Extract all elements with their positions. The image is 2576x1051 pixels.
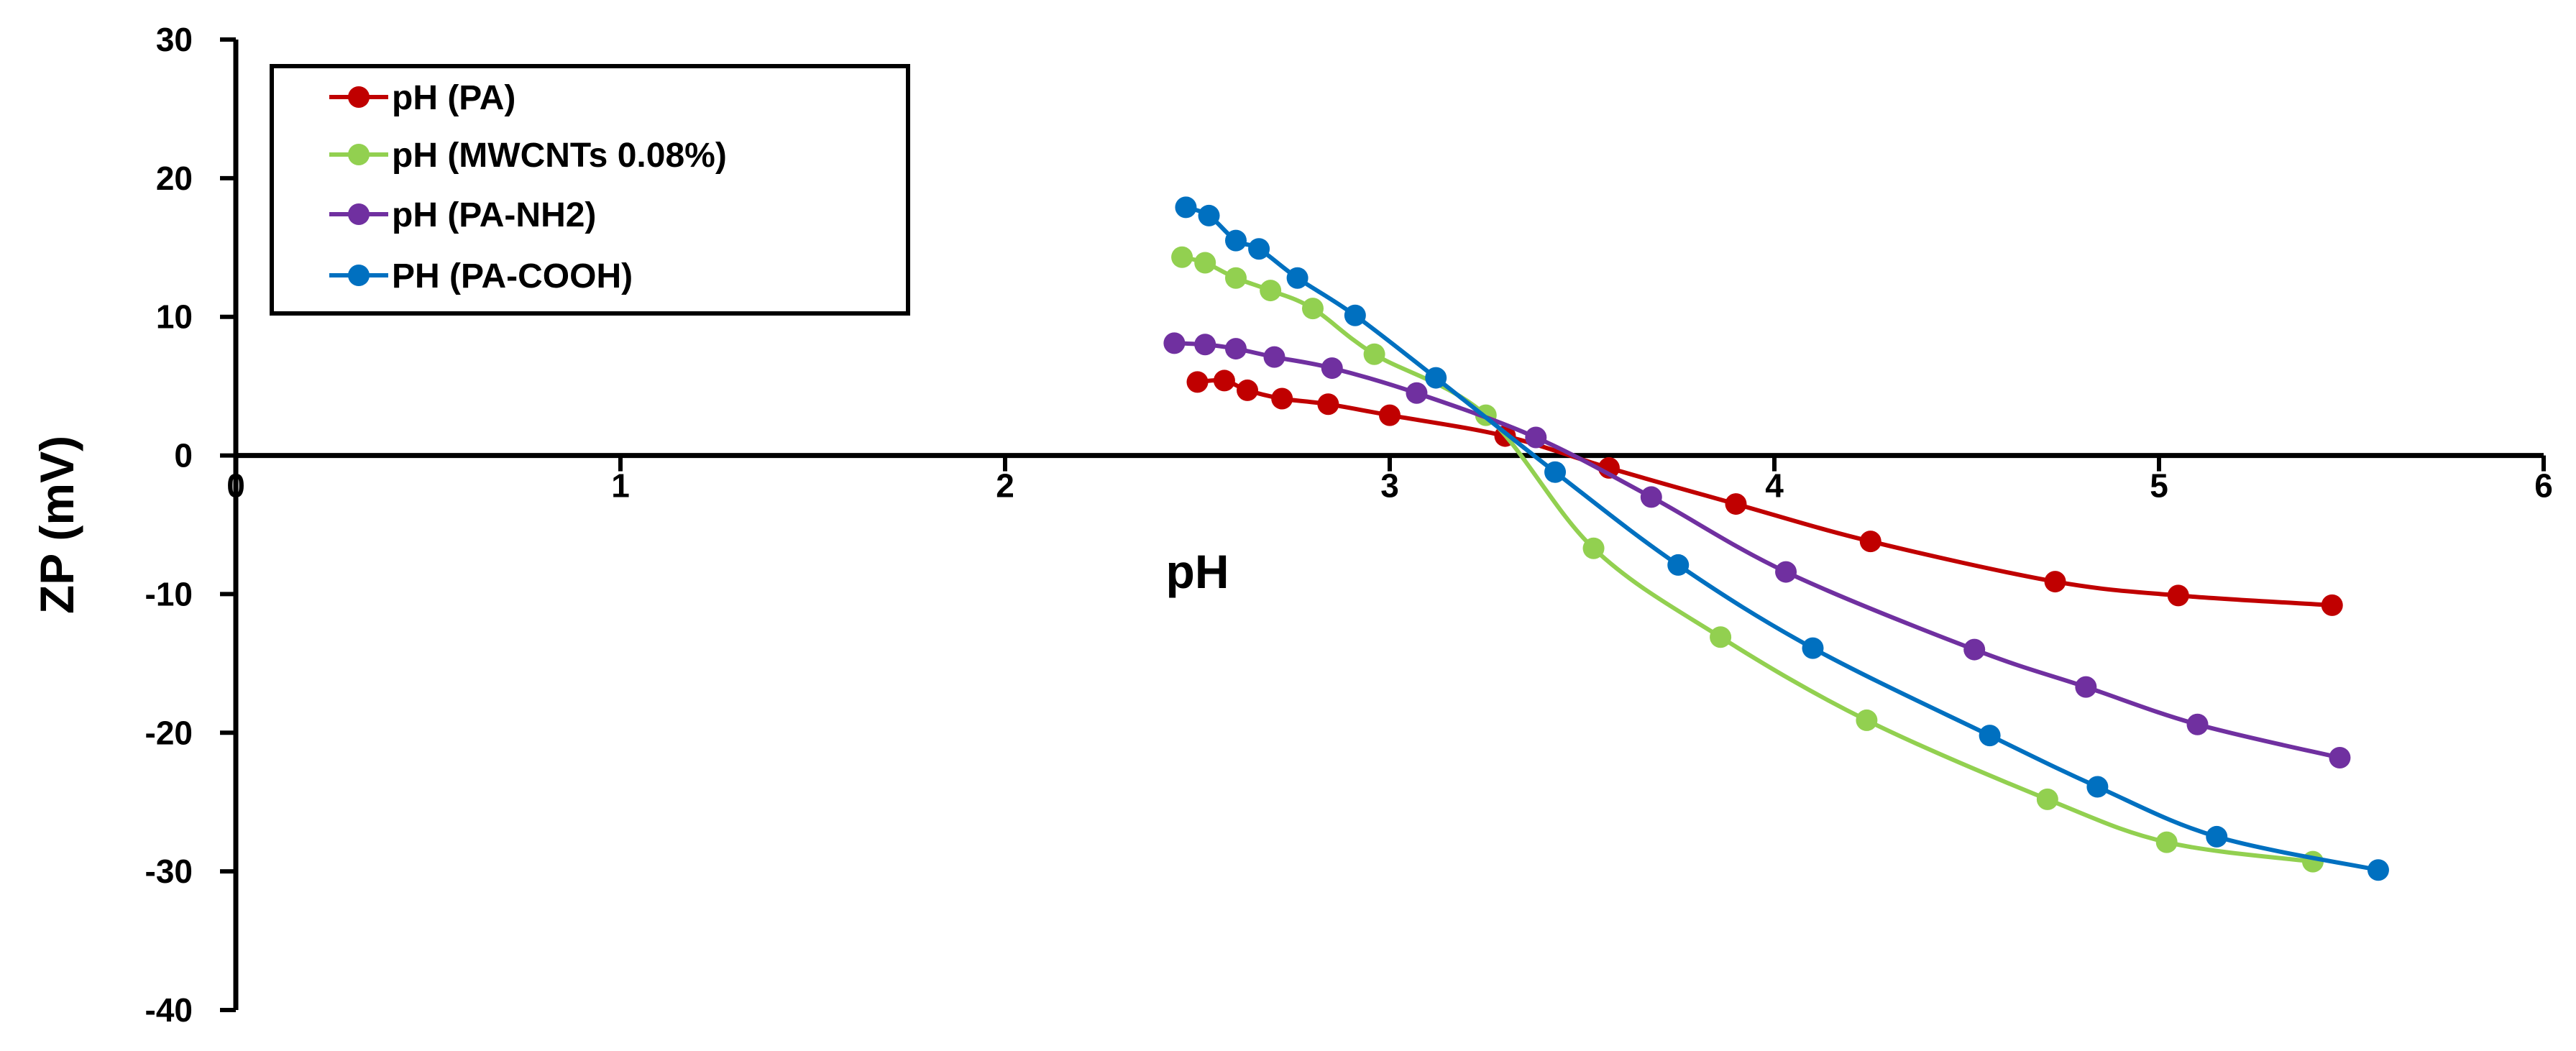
data-point: [1344, 304, 1366, 326]
data-point: [2167, 584, 2189, 607]
series-line: [1183, 205, 2380, 873]
x-axis-title: pH: [1166, 545, 1229, 598]
data-point: [1725, 493, 1747, 515]
y-tick-label: 10: [156, 298, 193, 336]
data-point: [1363, 343, 1385, 365]
data-point: [1225, 338, 1247, 360]
legend-marker: [348, 265, 370, 286]
data-point: [2044, 571, 2066, 593]
data-point: [1856, 709, 1878, 731]
y-axis-title: ZP (mV): [30, 436, 83, 614]
data-point: [1640, 486, 1662, 508]
data-point: [1237, 379, 1259, 401]
data-point: [1175, 196, 1197, 219]
data-point: [2086, 776, 2109, 798]
x-tick-label: 6: [2534, 467, 2553, 505]
series-0: [1186, 370, 2343, 616]
y-tick-label: -10: [145, 575, 193, 612]
data-point: [1802, 637, 1824, 659]
y-tick-label: 30: [156, 21, 193, 58]
data-point: [1379, 404, 1401, 426]
x-tick-label: 2: [996, 467, 1014, 505]
data-point: [1225, 229, 1247, 252]
series-line: [1172, 341, 2342, 760]
data-point: [2155, 831, 2178, 853]
data-point: [1317, 393, 1339, 416]
y-tick-label: 20: [156, 160, 193, 197]
data-point: [1198, 204, 1220, 226]
y-tick-label: -30: [145, 853, 193, 890]
x-tick-label: 0: [226, 467, 245, 505]
data-point: [2036, 788, 2058, 810]
data-point: [2329, 747, 2351, 768]
data-point: [1213, 370, 1235, 392]
data-point: [1186, 371, 1209, 393]
legend-label: pH (MWCNTs 0.08%): [392, 137, 727, 175]
y-tick-label: 0: [174, 437, 193, 474]
legend-label: PH (PA-COOH): [392, 257, 633, 295]
data-point: [2302, 850, 2324, 873]
data-point: [1859, 531, 1881, 553]
data-point: [1302, 298, 1324, 320]
data-point: [1667, 554, 1690, 576]
legend-marker: [348, 144, 370, 165]
data-point: [1171, 246, 1193, 268]
data-point: [2321, 594, 2343, 616]
data-point: [1544, 461, 1567, 483]
data-point: [1406, 382, 1428, 404]
series-line: [1180, 254, 2315, 864]
data-point: [1263, 346, 1285, 368]
x-tick-label: 5: [2150, 467, 2168, 505]
axes: 30 20 10 0 -10 -20 -30 -40 0 1 2 3 4 5 6 pH ZP (mV): [30, 21, 2553, 1029]
legend: pH (PA) pH (MWCNTs 0.08%) pH (PA-NH2) PH (P…: [270, 64, 910, 316]
y-tick-label: -40: [145, 991, 193, 1029]
data-point: [1321, 357, 1343, 380]
data-point: [2206, 825, 2228, 848]
data-point: [1979, 725, 2001, 747]
data-point: [1963, 638, 1986, 661]
data-point: [1775, 561, 1797, 583]
x-tick-label: 4: [1765, 467, 1784, 505]
series-layer: [1163, 196, 2389, 881]
x-tick-label: 1: [611, 467, 630, 505]
legend-marker: [348, 203, 370, 225]
data-point: [1194, 334, 1216, 356]
legend-label: pH (PA-NH2): [392, 196, 596, 234]
series-2: [1163, 332, 2351, 768]
data-point: [1225, 267, 1247, 289]
series-3: [1175, 196, 2389, 881]
data-point: [1260, 280, 1282, 302]
data-point: [1582, 537, 1605, 559]
data-point: [2186, 713, 2209, 735]
data-point: [1248, 238, 1270, 260]
data-point: [1194, 252, 1216, 274]
data-point: [1163, 332, 1186, 354]
data-point: [1710, 626, 1732, 648]
y-tick-label: -20: [145, 714, 193, 751]
data-point: [2075, 676, 2097, 698]
data-point: [1525, 426, 1547, 449]
x-tick-label: 3: [1380, 467, 1399, 505]
legend-box: [270, 64, 910, 316]
legend-label: pH (PA): [392, 79, 515, 117]
series-1: [1171, 246, 2324, 873]
data-point: [1286, 267, 1308, 289]
data-point: [1425, 367, 1447, 389]
data-point: [2367, 859, 2389, 881]
legend-marker: [348, 86, 370, 108]
data-point: [1271, 387, 1293, 410]
